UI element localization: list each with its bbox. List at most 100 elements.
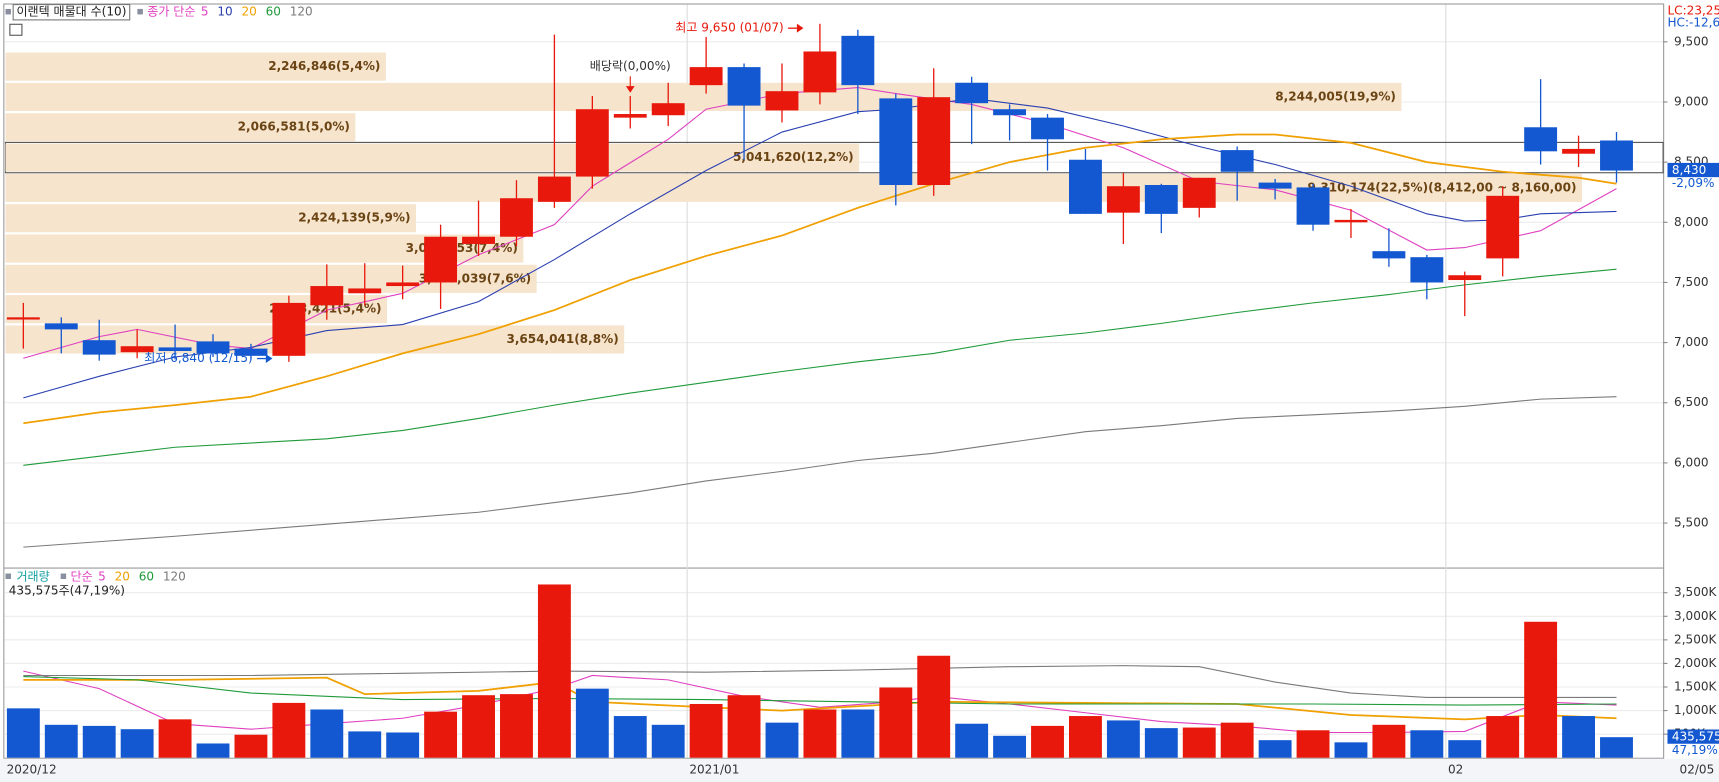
candle-body — [1486, 195, 1520, 259]
legend-entry: 20 — [115, 569, 130, 583]
volume-bar — [1562, 716, 1596, 758]
volume-bar — [727, 695, 761, 758]
volume-bar — [537, 584, 571, 758]
profile-band — [5, 52, 386, 81]
candle-body — [1524, 127, 1558, 152]
legend-entry: 60 — [266, 5, 281, 19]
candle-body — [1106, 186, 1140, 213]
candle-body — [44, 323, 78, 330]
volume-bar — [1031, 725, 1064, 758]
legend-entry: 60 — [139, 569, 154, 583]
candle-body — [1372, 251, 1406, 259]
volume-bar — [993, 735, 1027, 758]
profile-label: 5,041,620(12,2%) — [733, 150, 854, 164]
annotation-arrowhead — [625, 86, 635, 93]
profile-label: 3,654,041(8,8%) — [506, 332, 618, 346]
candle-body — [917, 97, 951, 186]
last-price-box — [1667, 162, 1719, 178]
volume-bar — [955, 723, 989, 758]
candle-body — [158, 347, 192, 352]
candle-body — [1410, 257, 1444, 283]
legend-icon — [5, 8, 11, 15]
candle-body — [424, 236, 458, 283]
profile-band — [5, 82, 1402, 112]
profile-label: 8,244,005(19,9%) — [1275, 89, 1396, 103]
x-tick-label: 02 — [1448, 762, 1463, 776]
candle-body — [537, 176, 571, 202]
profile-label: 2,424,139(5,9%) — [298, 211, 410, 225]
ma-line — [23, 676, 1617, 706]
volume-summary: 435,575주(47,19%) — [9, 584, 125, 598]
candle-body — [651, 103, 685, 116]
x-tick-label: 2020/12 — [7, 762, 57, 776]
annotation-arrowhead — [265, 354, 273, 363]
candle-body — [1258, 182, 1292, 189]
volume-bar — [1410, 730, 1444, 758]
ma-line — [23, 268, 1617, 466]
ma-line — [23, 396, 1617, 548]
annotation-text: 최저 6,840 (12/15) — [144, 351, 252, 365]
candle-body — [196, 341, 230, 354]
candle-body — [386, 282, 420, 287]
candle-body — [575, 109, 609, 177]
y-tick-label: 2,500K — [1674, 632, 1717, 646]
candle-body — [727, 67, 761, 106]
panel-title: 거래량 — [16, 569, 49, 583]
candle-body — [500, 198, 533, 237]
last-volume-box — [1667, 729, 1719, 744]
volume-bar — [651, 724, 685, 758]
y-tick-label: 7,500 — [1674, 275, 1709, 289]
candle-body — [1562, 148, 1596, 154]
volume-bar — [1296, 730, 1330, 758]
volume-bar — [803, 709, 837, 758]
calendar-icon — [9, 23, 23, 36]
candle-body — [1334, 219, 1368, 223]
candle-body — [1069, 159, 1102, 214]
profile-band — [5, 204, 416, 233]
candle-body — [613, 114, 647, 118]
candle-body — [120, 346, 154, 353]
volume-bar — [1334, 742, 1368, 758]
volume-bar — [689, 703, 723, 758]
volume-bar — [879, 687, 913, 758]
candle-body — [82, 340, 116, 355]
y-tick-label: 7,000 — [1674, 335, 1709, 349]
volume-bar — [1220, 722, 1254, 758]
volume-bar — [462, 695, 495, 758]
candle-body — [272, 302, 306, 356]
last-volume-label: 435,575 — [1672, 730, 1719, 744]
annotation-text: 배당락(0,00%) — [590, 59, 671, 73]
profile-label: 3,058,253(7,4%) — [406, 241, 518, 255]
x-tick-label: 2021/01 — [689, 762, 739, 776]
corner-label: HC:-12,64 — [1667, 16, 1719, 30]
volume-bar — [500, 694, 533, 758]
legend-entry: 5 — [98, 569, 106, 583]
corner-label: LC:23,25 — [1667, 4, 1719, 18]
candle-body — [993, 109, 1027, 116]
volume-bar — [1258, 740, 1292, 758]
annotation-arrowhead — [796, 23, 804, 33]
ma-label: 단순 — [71, 569, 93, 583]
legend-icon — [5, 573, 11, 580]
y-tick-label: 9,500 — [1674, 34, 1709, 48]
candle-body — [1296, 187, 1330, 225]
volume-bar — [272, 702, 306, 758]
y-tick-label: 3,500K — [1674, 585, 1717, 599]
y-tick-label: 1,000K — [1674, 703, 1717, 717]
volume-bar — [1372, 724, 1406, 758]
ma-line — [23, 97, 1617, 399]
candle-body — [1031, 117, 1064, 140]
volume-bar — [386, 732, 420, 758]
volume-bar — [1524, 621, 1558, 758]
y-tick-label: 8,000 — [1674, 215, 1709, 229]
panel-title: 이랜텍 매물대 수(10) — [16, 5, 126, 19]
profile-label: 2,246,846(5,4%) — [268, 59, 380, 73]
volume-bar — [310, 709, 344, 758]
legend-entry: 5 — [201, 5, 209, 19]
legend-icon — [137, 8, 143, 15]
candle-body — [689, 67, 723, 86]
volume-bar — [234, 734, 268, 758]
candle-body — [462, 236, 495, 244]
volume-bar — [82, 725, 116, 758]
